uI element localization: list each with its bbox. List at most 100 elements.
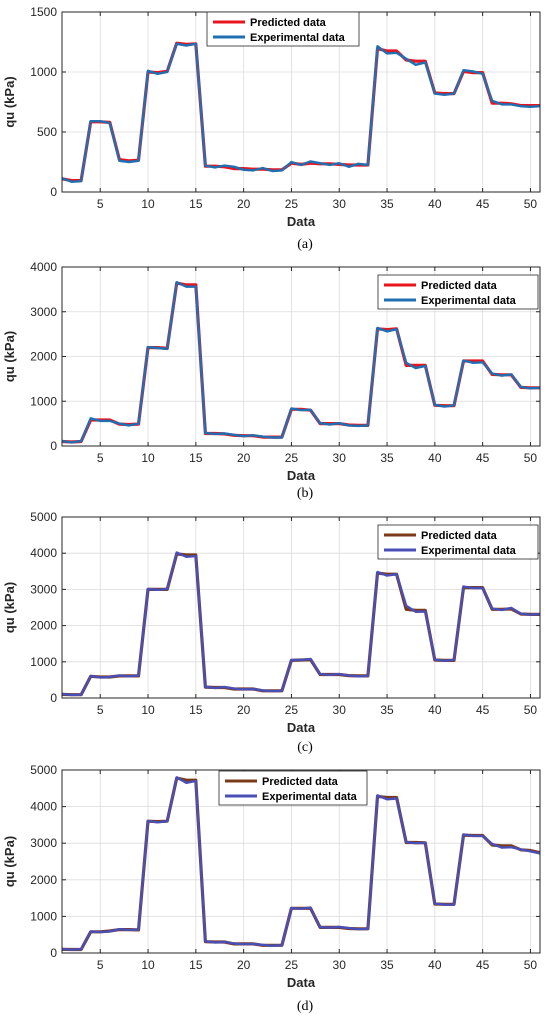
x-tick-label: 20 [237, 703, 251, 717]
y-axis-label: qu (kPa) [2, 836, 17, 887]
legend-label: Predicted data [262, 776, 339, 788]
x-tick-label: 5 [97, 197, 104, 211]
x-tick-label: 45 [476, 451, 490, 465]
y-tick-label: 4000 [30, 800, 57, 814]
legend-label: Predicted data [250, 17, 327, 29]
x-tick-label: 20 [237, 197, 251, 211]
x-tick-label: 25 [285, 703, 299, 717]
y-tick-label: 3000 [30, 582, 57, 596]
panel-label: (d) [297, 999, 314, 1014]
x-tick-label: 10 [141, 703, 155, 717]
x-tick-label: 15 [189, 451, 203, 465]
x-tick-label: 30 [333, 451, 347, 465]
y-tick-label: 3000 [30, 836, 57, 850]
x-axis-label: Data [287, 720, 316, 735]
y-tick-label: 4000 [30, 546, 57, 560]
x-tick-label: 10 [141, 958, 155, 972]
x-tick-label: 25 [285, 197, 299, 211]
legend-box [218, 770, 368, 806]
x-axis-label: Data [287, 975, 316, 990]
x-tick-label: 10 [141, 197, 155, 211]
x-tick-label: 15 [189, 197, 203, 211]
x-tick-label: 50 [524, 958, 538, 972]
y-tick-label: 4000 [30, 260, 57, 274]
x-tick-label: 30 [333, 197, 347, 211]
y-tick-label: 0 [50, 185, 57, 199]
y-tick-label: 1000 [30, 909, 57, 923]
panel-label: (a) [297, 237, 313, 252]
x-tick-label: 30 [333, 958, 347, 972]
axes-box [61, 516, 541, 699]
y-tick-label: 3000 [30, 305, 57, 319]
y-tick-label: 1000 [30, 394, 57, 408]
x-tick-label: 50 [524, 451, 538, 465]
x-tick-label: 35 [380, 197, 394, 211]
y-tick-label: 0 [50, 439, 57, 453]
series-line-experimental-data [61, 776, 541, 951]
y-tick-label: 2000 [30, 873, 57, 887]
y-tick-label: 0 [50, 691, 57, 705]
x-tick-label: 5 [97, 451, 104, 465]
y-tick-label: 0 [50, 946, 57, 960]
x-tick-label: 45 [476, 197, 490, 211]
legend: Predicted data Experimental data [377, 524, 539, 560]
legend-label: Experimental data [421, 295, 517, 307]
series-line-experimental-data [61, 42, 541, 184]
y-axis-label: qu (kPa) [2, 331, 17, 382]
x-tick-label: 15 [189, 958, 203, 972]
series-line-experimental-data [61, 551, 541, 697]
x-tick-label: 20 [237, 451, 251, 465]
legend-label: Experimental data [262, 791, 358, 803]
x-tick-label: 35 [380, 958, 394, 972]
legend-box [377, 524, 539, 560]
x-tick-label: 30 [333, 703, 347, 717]
panel-label: (c) [297, 740, 313, 755]
x-tick-label: 45 [476, 703, 490, 717]
x-tick-label: 20 [237, 958, 251, 972]
y-tick-label: 5000 [30, 763, 57, 777]
x-tick-label: 5 [97, 958, 104, 972]
x-axis-label: Data [287, 468, 316, 483]
y-tick-label: 5000 [30, 510, 57, 524]
legend-box [206, 11, 360, 47]
y-tick-label: 2000 [30, 619, 57, 633]
y-tick-label: 2000 [30, 350, 57, 364]
x-tick-label: 25 [285, 958, 299, 972]
legend-label: Experimental data [250, 32, 346, 44]
y-tick-label: 1000 [30, 655, 57, 669]
x-tick-label: 15 [189, 703, 203, 717]
x-tick-label: 10 [141, 451, 155, 465]
y-tick-label: 1500 [30, 5, 57, 19]
x-tick-label: 40 [428, 451, 442, 465]
x-tick-label: 45 [476, 958, 490, 972]
x-tick-label: 50 [524, 703, 538, 717]
legend-label: Predicted data [421, 530, 498, 542]
x-tick-label: 35 [380, 703, 394, 717]
series-line-experimental-data [61, 281, 541, 444]
y-tick-label: 1000 [30, 65, 57, 79]
y-axis-label: qu (kPa) [2, 582, 17, 633]
chart-panel-c: 5 10 15 20 25 30 35 40 45 50 0 1000 2000 3000 4000 5000… [2, 510, 541, 755]
axes-box [61, 769, 541, 954]
x-tick-label: 40 [428, 958, 442, 972]
x-tick-label: 35 [380, 451, 394, 465]
x-axis-label: Data [287, 214, 316, 229]
chart-panel-d: 5 10 15 20 25 30 35 40 45 50 0 1000 2000 3000 4000 5000… [2, 763, 541, 1014]
legend: Predicted data Experimental data [377, 274, 539, 310]
y-axis-label: qu (kPa) [2, 76, 17, 127]
x-tick-label: 5 [97, 703, 104, 717]
x-tick-label: 40 [428, 703, 442, 717]
y-tick-label: 500 [37, 125, 57, 139]
legend-box [377, 274, 539, 310]
legend: Predicted data Experimental data [206, 11, 360, 47]
x-tick-label: 40 [428, 197, 442, 211]
legend-label: Predicted data [421, 280, 498, 292]
x-tick-label: 50 [524, 197, 538, 211]
chart-panel-b: 5 10 15 20 25 30 35 40 45 50 0 1000 2000 3000 4000 Data… [2, 260, 541, 501]
legend-label: Experimental data [421, 545, 517, 557]
panel-label: (b) [297, 486, 314, 501]
legend: Predicted data Experimental data [218, 770, 368, 806]
x-tick-label: 25 [285, 451, 299, 465]
